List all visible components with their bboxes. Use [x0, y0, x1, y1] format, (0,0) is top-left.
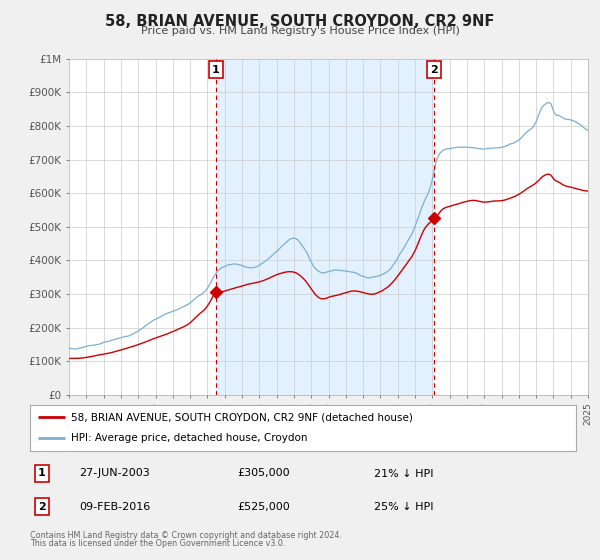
Bar: [216, 59, 434, 395]
Text: 1: 1: [212, 64, 220, 74]
Text: Price paid vs. HM Land Registry's House Price Index (HPI): Price paid vs. HM Land Registry's House …: [140, 26, 460, 36]
Text: 09-FEB-2016: 09-FEB-2016: [79, 502, 151, 511]
Text: 58, BRIAN AVENUE, SOUTH CROYDON, CR2 9NF: 58, BRIAN AVENUE, SOUTH CROYDON, CR2 9NF: [106, 14, 494, 29]
Text: 27-JUN-2003: 27-JUN-2003: [79, 469, 150, 478]
Text: 1: 1: [38, 469, 46, 478]
Text: This data is licensed under the Open Government Licence v3.0.: This data is licensed under the Open Gov…: [30, 539, 286, 548]
Text: 58, BRIAN AVENUE, SOUTH CROYDON, CR2 9NF (detached house): 58, BRIAN AVENUE, SOUTH CROYDON, CR2 9NF…: [71, 412, 413, 422]
Text: 21% ↓ HPI: 21% ↓ HPI: [374, 469, 433, 478]
Text: Contains HM Land Registry data © Crown copyright and database right 2024.: Contains HM Land Registry data © Crown c…: [30, 531, 342, 540]
Text: 2: 2: [38, 502, 46, 511]
Text: HPI: Average price, detached house, Croydon: HPI: Average price, detached house, Croy…: [71, 433, 307, 444]
Text: £525,000: £525,000: [238, 502, 290, 511]
Text: 2: 2: [430, 64, 438, 74]
Text: £305,000: £305,000: [238, 469, 290, 478]
Text: 25% ↓ HPI: 25% ↓ HPI: [374, 502, 433, 511]
